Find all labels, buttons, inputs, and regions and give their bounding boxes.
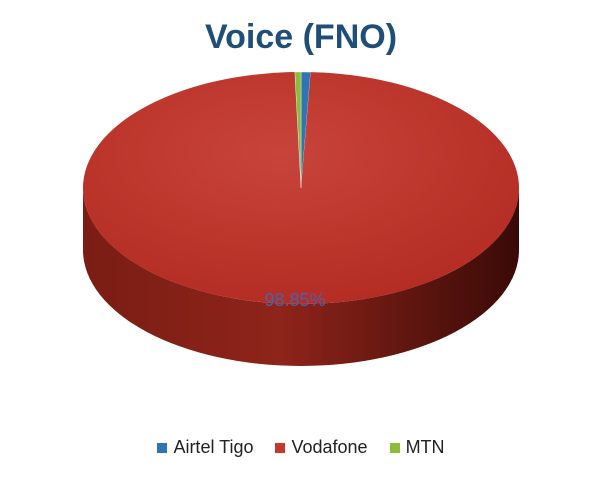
legend-label-airtel-tigo: Airtel Tigo xyxy=(173,437,254,457)
pie-slice-vodafone xyxy=(82,72,519,305)
legend-label-mtn: MTN xyxy=(405,437,445,457)
legend-item-vodafone: Vodafone xyxy=(275,437,368,458)
legend-swatch-airtel-tigo xyxy=(157,442,168,453)
legend-swatch-mtn xyxy=(389,442,400,453)
legend-item-airtel-tigo: Airtel Tigo xyxy=(157,437,253,458)
legend-item-mtn: MTN xyxy=(389,437,445,458)
pie-slice-mtn xyxy=(294,71,302,189)
chart-legend: Airtel Tigo Vodafone MTN xyxy=(0,437,602,458)
legend-label-vodafone: Vodafone xyxy=(291,437,368,457)
legend-swatch-vodafone xyxy=(275,442,286,453)
chart-title: Voice (FNO) xyxy=(204,18,398,56)
pie-side-wall xyxy=(83,188,519,366)
data-label-vodafone: 98.85% xyxy=(264,290,325,310)
